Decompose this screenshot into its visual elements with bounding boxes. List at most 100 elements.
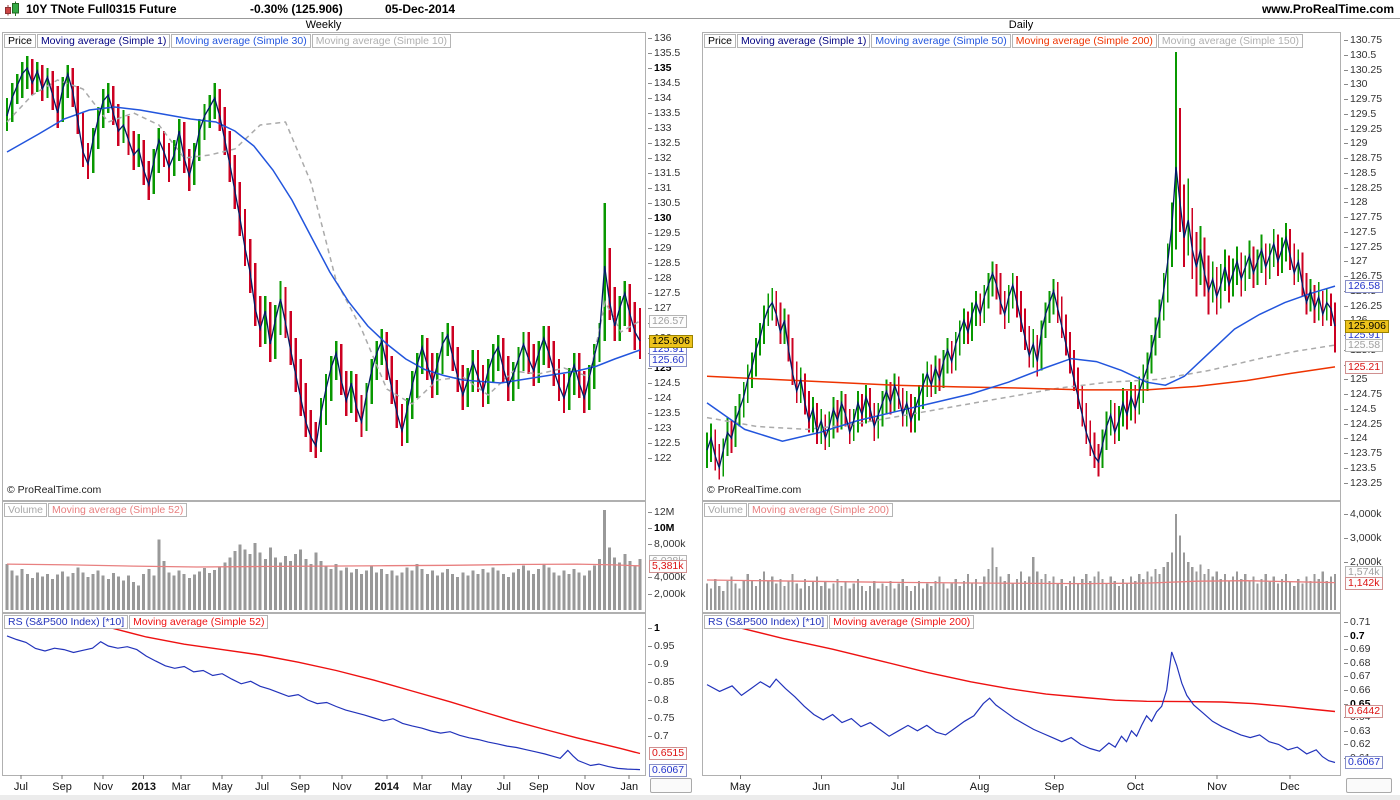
y-tick-label: 128 bbox=[1344, 196, 1368, 209]
website-label: www.ProRealTime.com bbox=[1261, 2, 1394, 16]
weekly-close-line bbox=[6, 66, 641, 448]
y-tick-label: 2,000k bbox=[648, 587, 686, 600]
daily-price-bars bbox=[706, 51, 1336, 480]
y-tick-label: 125 bbox=[648, 362, 672, 374]
price-badge-blue: 0.6067 bbox=[1345, 756, 1384, 770]
y-tick-label: 124.5 bbox=[1343, 402, 1377, 415]
x-axis-label: May bbox=[451, 781, 472, 793]
price-badge-red: 0.6515 bbox=[649, 747, 688, 761]
y-tick-label: 0.8 bbox=[648, 694, 669, 706]
daily-copyright: © ProRealTime.com bbox=[707, 484, 802, 496]
weekly-rs-plot-border bbox=[2, 613, 646, 776]
y-tick-label: 127.25 bbox=[1343, 240, 1383, 253]
legend-item[interactable]: RS (S&P500 Index) [*10] bbox=[4, 615, 129, 629]
x-axis-label: Oct bbox=[1126, 781, 1144, 793]
y-tick-label: 130 bbox=[1344, 78, 1368, 91]
y-tick-label: 123.5 bbox=[1343, 461, 1377, 474]
weekly-copyright: © ProRealTime.com bbox=[7, 484, 102, 496]
weekly-volume-plot-border bbox=[2, 501, 646, 613]
weekly-price-bars bbox=[5, 56, 642, 458]
y-tick-label: 129.75 bbox=[1343, 93, 1383, 106]
daily-rs-legend: RS (S&P500 Index) [*10] Moving average (S… bbox=[704, 615, 975, 629]
y-tick-label: 124.75 bbox=[1343, 388, 1383, 401]
x-axis-label: Jul bbox=[890, 781, 905, 793]
daily-price-plot-border bbox=[702, 32, 1341, 501]
legend-item[interactable]: Moving average (Simple 150) bbox=[1157, 34, 1304, 48]
y-tick-label: 135.5 bbox=[647, 47, 681, 59]
legend-item[interactable]: Moving average (Simple 1) bbox=[36, 34, 171, 48]
y-tick-label: 3,000k bbox=[1344, 532, 1382, 544]
price-badge-yellow: 125.906 bbox=[649, 334, 693, 348]
x-axis-label: 2013 bbox=[131, 781, 156, 793]
y-tick-label: 122.5 bbox=[647, 437, 681, 449]
legend-item[interactable]: RS (S&P500 Index) [*10] bbox=[704, 615, 829, 629]
weekly-ma-simple-30 bbox=[6, 106, 641, 384]
quote-date: 05-Dec-2014 bbox=[385, 2, 456, 16]
y-tick-label: 0.7 bbox=[1344, 629, 1365, 642]
daily-panel-title: Daily bbox=[1008, 19, 1034, 31]
legend-item[interactable]: Moving average (Simple 50) bbox=[871, 34, 1011, 48]
y-tick-label: 135 bbox=[648, 62, 672, 74]
daily-close-line bbox=[706, 166, 1336, 471]
x-axis-label: Jul bbox=[496, 781, 511, 793]
price-badge-gray: 125.58 bbox=[1345, 339, 1384, 353]
legend-item[interactable]: Price bbox=[704, 34, 736, 48]
y-tick-label: 0.69 bbox=[1343, 643, 1371, 656]
y-tick-label: 129 bbox=[648, 242, 672, 254]
x-axis-label: Sep bbox=[290, 781, 310, 793]
y-tick-label: 4,000k bbox=[648, 571, 686, 584]
y-tick-label: 129.25 bbox=[1343, 122, 1383, 135]
legend-item[interactable]: Moving average (Simple 10) bbox=[311, 34, 452, 48]
legend-item[interactable]: Price bbox=[4, 34, 36, 48]
legend-item[interactable]: Volume bbox=[704, 503, 748, 517]
y-tick-label: 124 bbox=[648, 392, 672, 404]
weekly-rs-legend: RS (S&P500 Index) [*10] Moving average (S… bbox=[4, 615, 269, 629]
y-tick-label: 130.5 bbox=[647, 197, 681, 209]
weekly-rs-line bbox=[6, 635, 641, 771]
price-badge-red: 1,142k bbox=[1345, 576, 1383, 590]
y-tick-label: 129.5 bbox=[1343, 107, 1377, 120]
y-tick-label: 0.75 bbox=[647, 712, 675, 724]
y-tick-label: 127 bbox=[648, 302, 672, 314]
weekly-ma-simple-10 bbox=[6, 79, 641, 405]
title-bar: 10Y TNote Full0315 Future -0.30% (125.90… bbox=[0, 0, 1400, 19]
x-axis-label: Dec bbox=[1280, 781, 1300, 793]
y-tick-label: 1 bbox=[648, 622, 660, 634]
y-tick-label: 123.25 bbox=[1343, 476, 1383, 489]
y-tick-label: 124 bbox=[1344, 432, 1368, 445]
y-tick-label: 2,000k bbox=[1344, 556, 1382, 568]
legend-item[interactable]: Moving average (Simple 200) bbox=[829, 615, 975, 629]
daily-ma-simple-50 bbox=[706, 285, 1336, 442]
price-change: -0.30% (125.906) bbox=[250, 2, 343, 16]
y-tick-label: 130.25 bbox=[1343, 63, 1383, 76]
y-tick-label: 0.68 bbox=[1343, 656, 1371, 669]
legend-item[interactable]: Moving average (Simple 52) bbox=[129, 615, 269, 629]
legend-item[interactable]: Moving average (Simple 52) bbox=[48, 503, 188, 517]
x-axis-label: Jun bbox=[812, 781, 831, 793]
weekly-rs-ma-line bbox=[111, 627, 641, 755]
daily-rs-ma-line bbox=[738, 626, 1336, 713]
legend-item[interactable]: Moving average (Simple 30) bbox=[171, 34, 311, 48]
legend-item[interactable]: Moving average (Simple 1) bbox=[736, 34, 871, 48]
axis-corner-box[interactable] bbox=[650, 778, 692, 793]
x-axis-label: Sep bbox=[52, 781, 72, 793]
legend-item[interactable]: Moving average (Simple 200) bbox=[748, 503, 894, 517]
y-tick-label: 124.5 bbox=[647, 377, 681, 389]
daily-volume-legend: Volume Moving average (Simple 200) bbox=[704, 503, 894, 517]
y-tick-label: 126.25 bbox=[1343, 299, 1383, 312]
y-tick-label: 123.5 bbox=[647, 407, 681, 419]
y-tick-label: 129.5 bbox=[647, 227, 681, 239]
y-tick-label: 0.85 bbox=[647, 676, 675, 688]
y-tick-label: 129 bbox=[1344, 137, 1368, 150]
y-tick-label: 8,000k bbox=[648, 538, 686, 551]
axis-corner-box[interactable] bbox=[1346, 778, 1392, 793]
y-tick-label: 4,000k bbox=[1344, 508, 1382, 520]
y-tick-label: 124.25 bbox=[1343, 417, 1383, 430]
legend-item[interactable]: Volume bbox=[4, 503, 48, 517]
y-tick-label: 0.62 bbox=[1343, 738, 1371, 751]
legend-item[interactable]: Moving average (Simple 200) bbox=[1011, 34, 1157, 48]
daily-price-legend: Price Moving average (Simple 1) Moving ave… bbox=[704, 34, 1304, 48]
y-tick-label: 128.25 bbox=[1343, 181, 1383, 194]
